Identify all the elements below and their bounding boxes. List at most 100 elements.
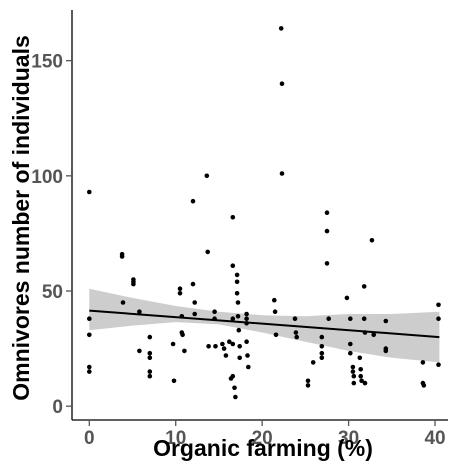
y-tick-label-100: 100 bbox=[31, 167, 63, 188]
data-point-80 bbox=[324, 261, 330, 266]
data-point-33 bbox=[212, 309, 217, 315]
data-point-60 bbox=[245, 353, 250, 358]
data-point-54 bbox=[237, 344, 242, 349]
data-point-81 bbox=[326, 316, 332, 322]
data-point-108 bbox=[436, 362, 441, 368]
data-point-10 bbox=[131, 281, 136, 287]
y-tick-label-50: 50 bbox=[42, 282, 63, 303]
data-point-56 bbox=[244, 311, 249, 317]
data-point-4 bbox=[87, 369, 92, 374]
data-point-75 bbox=[319, 344, 325, 349]
data-point-17 bbox=[147, 373, 153, 379]
data-points-layer bbox=[87, 26, 441, 400]
x-tick-label-40: 40 bbox=[424, 428, 445, 449]
data-point-7 bbox=[120, 300, 126, 305]
data-point-95 bbox=[361, 316, 367, 322]
data-point-38 bbox=[223, 353, 229, 358]
data-point-12 bbox=[137, 348, 142, 354]
data-point-43 bbox=[230, 316, 236, 322]
data-point-52 bbox=[235, 314, 241, 319]
data-point-2 bbox=[87, 332, 92, 338]
data-point-87 bbox=[350, 369, 356, 374]
data-point-72 bbox=[305, 383, 311, 388]
axes-layer: 0 10 20 30 40 0 50 100 150 bbox=[31, 10, 448, 449]
data-point-45 bbox=[230, 373, 236, 379]
data-point-28 bbox=[192, 300, 197, 305]
data-point-88 bbox=[351, 373, 357, 379]
data-point-106 bbox=[436, 302, 441, 308]
data-point-53 bbox=[236, 327, 242, 333]
data-point-57 bbox=[244, 316, 249, 322]
data-point-105 bbox=[421, 383, 427, 388]
data-point-21 bbox=[177, 291, 183, 296]
data-point-76 bbox=[319, 350, 325, 356]
data-point-49 bbox=[234, 279, 240, 285]
data-point-61 bbox=[246, 364, 251, 370]
data-point-15 bbox=[147, 355, 153, 361]
data-point-46 bbox=[232, 385, 237, 391]
x-tick-label-30: 30 bbox=[338, 428, 359, 449]
data-point-0 bbox=[87, 189, 92, 195]
data-point-91 bbox=[358, 367, 364, 372]
data-point-25 bbox=[182, 348, 187, 354]
trend-line-layer bbox=[89, 309, 440, 339]
data-point-35 bbox=[213, 344, 218, 349]
data-point-24 bbox=[180, 332, 185, 338]
data-point-55 bbox=[237, 355, 242, 361]
data-point-59 bbox=[244, 339, 249, 345]
data-point-63 bbox=[272, 309, 278, 315]
data-point-48 bbox=[234, 272, 240, 278]
data-point-29 bbox=[192, 311, 197, 317]
data-point-65 bbox=[278, 26, 284, 31]
data-point-51 bbox=[235, 300, 241, 305]
data-point-93 bbox=[359, 378, 364, 384]
y-tick-label-0: 0 bbox=[52, 397, 63, 418]
data-point-94 bbox=[361, 284, 367, 289]
data-point-42 bbox=[230, 263, 236, 269]
data-point-77 bbox=[319, 355, 325, 361]
data-point-27 bbox=[190, 281, 196, 287]
data-point-86 bbox=[350, 364, 356, 370]
data-point-69 bbox=[293, 330, 299, 335]
data-point-62 bbox=[272, 297, 277, 303]
data-point-73 bbox=[310, 360, 316, 365]
x-tick-label-10: 10 bbox=[165, 428, 186, 449]
data-point-30 bbox=[204, 173, 210, 179]
trend-line bbox=[89, 309, 440, 339]
data-point-84 bbox=[348, 341, 353, 347]
y-axis-title: Omnivores number of individuals bbox=[8, 35, 34, 401]
data-point-14 bbox=[147, 350, 153, 356]
data-point-78 bbox=[324, 210, 330, 215]
y-tick-label-150: 150 bbox=[31, 52, 63, 73]
data-point-13 bbox=[147, 334, 153, 340]
data-point-83 bbox=[348, 316, 353, 322]
data-point-50 bbox=[234, 291, 240, 296]
data-point-85 bbox=[348, 350, 353, 356]
data-point-90 bbox=[357, 355, 363, 361]
x-axis-title: Organic farming (%) bbox=[153, 435, 373, 461]
data-point-26 bbox=[190, 198, 196, 204]
data-point-79 bbox=[324, 228, 330, 234]
data-point-11 bbox=[137, 309, 142, 315]
data-point-102 bbox=[383, 348, 389, 354]
data-point-99 bbox=[371, 332, 377, 338]
data-point-92 bbox=[358, 373, 364, 379]
data-point-97 bbox=[362, 380, 368, 386]
x-tick-label-0: 0 bbox=[84, 428, 95, 449]
data-point-82 bbox=[344, 295, 350, 301]
data-point-32 bbox=[206, 344, 211, 349]
data-point-89 bbox=[351, 380, 357, 386]
data-point-103 bbox=[420, 360, 426, 365]
data-point-74 bbox=[319, 334, 325, 340]
data-point-31 bbox=[205, 249, 210, 255]
data-point-100 bbox=[383, 318, 389, 324]
data-point-64 bbox=[273, 332, 279, 338]
data-point-39 bbox=[227, 339, 232, 345]
data-point-71 bbox=[305, 378, 311, 384]
data-point-66 bbox=[279, 81, 285, 86]
data-point-68 bbox=[292, 316, 298, 322]
data-point-41 bbox=[230, 215, 236, 220]
data-point-6 bbox=[119, 254, 125, 259]
data-point-16 bbox=[147, 369, 153, 374]
